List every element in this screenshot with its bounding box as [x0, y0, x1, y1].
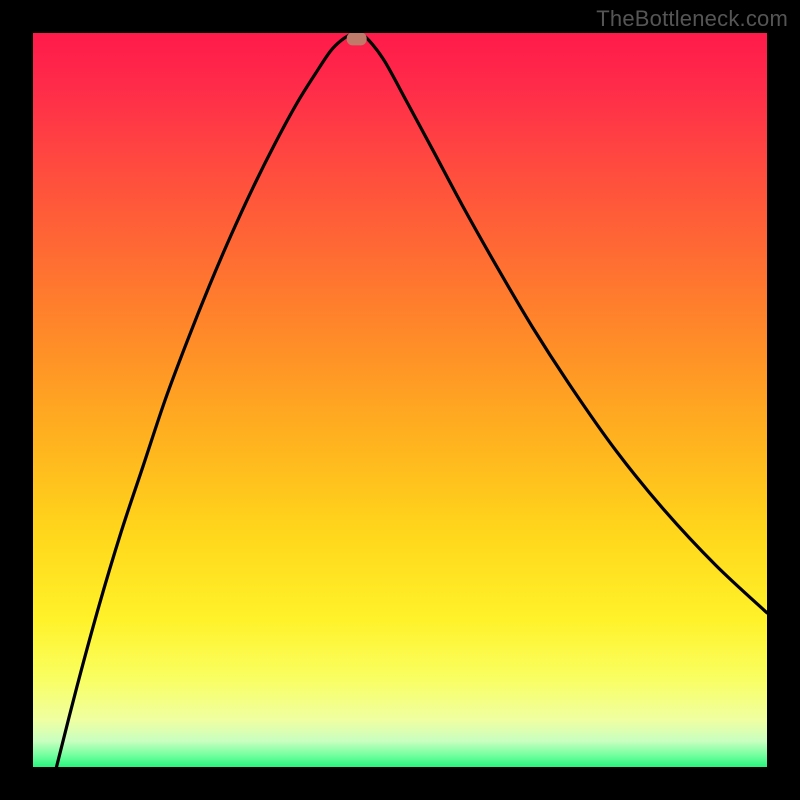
gradient-background: [33, 33, 767, 767]
plot-area: [33, 33, 767, 767]
chart-svg: [33, 33, 767, 767]
outer-frame: TheBottleneck.com: [0, 0, 800, 800]
watermark-text: TheBottleneck.com: [596, 6, 788, 32]
min-point-marker: [347, 33, 367, 45]
